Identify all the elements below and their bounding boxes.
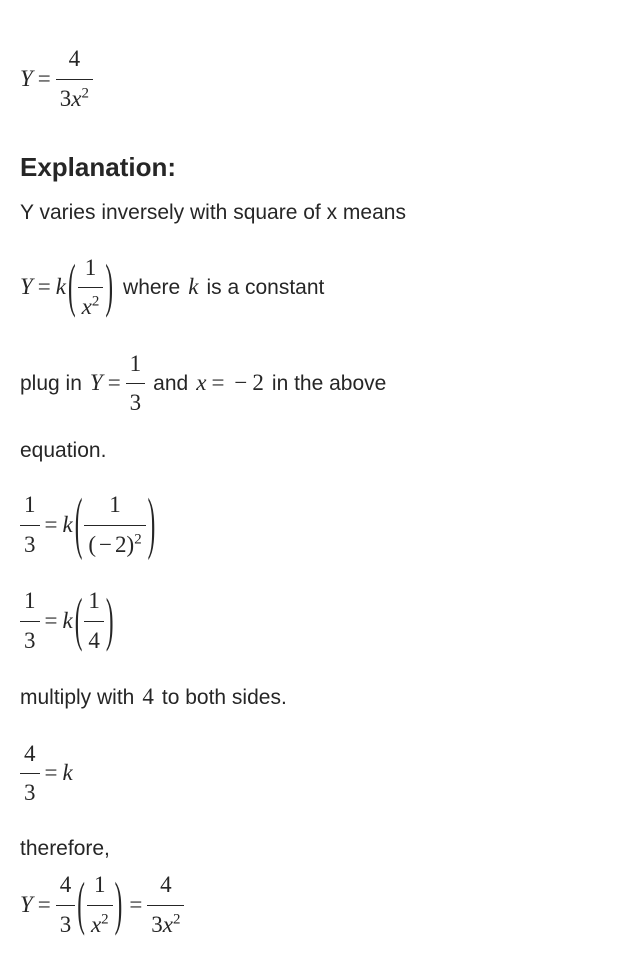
line-intro: Y varies inversely with square of x mean…: [20, 197, 600, 229]
answer-equation: Y = 4 3x2: [20, 42, 600, 116]
equation-final: Y = 4 3 ( 1 x2 ) = 4 3x2: [20, 868, 600, 942]
answer-fraction: 4 3x2: [56, 42, 93, 116]
fraction: 1 (−2)2: [84, 488, 145, 562]
fraction: 1 3: [126, 347, 146, 421]
fraction: 4 3x2: [147, 868, 184, 942]
fraction: 1 3: [20, 584, 40, 658]
equation-k: 4 3 = k: [20, 737, 600, 811]
equation-sub1: 1 3 = k ( 1 (−2)2 ): [20, 488, 600, 562]
rparen-icon: ): [103, 243, 115, 333]
den: 3x2: [56, 79, 93, 117]
rparen-icon: ): [146, 473, 158, 577]
rparen-icon: ): [104, 576, 116, 666]
explanation-heading: Explanation:: [20, 148, 600, 187]
fraction: 1 3: [20, 488, 40, 562]
equation-sub2: 1 3 = k ( 1 4 ): [20, 584, 600, 658]
rparen-icon: ): [113, 860, 125, 950]
plug-in-line: plug in Y = 1 3 and x = − 2 in the above: [20, 347, 600, 421]
lparen-icon: (: [66, 243, 78, 333]
equation-word: equation.: [20, 435, 600, 467]
fraction: 4 3: [20, 737, 40, 811]
lparen-icon: (: [73, 576, 85, 666]
equals: =: [33, 62, 56, 97]
equation-general: Y = k ( 1 x2 ) where k is a constant: [20, 251, 600, 325]
fraction: 1 4: [84, 584, 104, 658]
lparen-icon: (: [75, 860, 87, 950]
var-Y: Y: [20, 62, 33, 97]
lparen-icon: (: [73, 473, 85, 577]
fraction: 1 x2: [87, 868, 113, 942]
therefore: therefore,: [20, 833, 600, 865]
fraction: 4 3: [56, 868, 76, 942]
multiply-line: multiply with 4 to both sides.: [20, 680, 600, 715]
fraction: 1 x2: [78, 251, 104, 325]
num: 4: [56, 42, 93, 79]
